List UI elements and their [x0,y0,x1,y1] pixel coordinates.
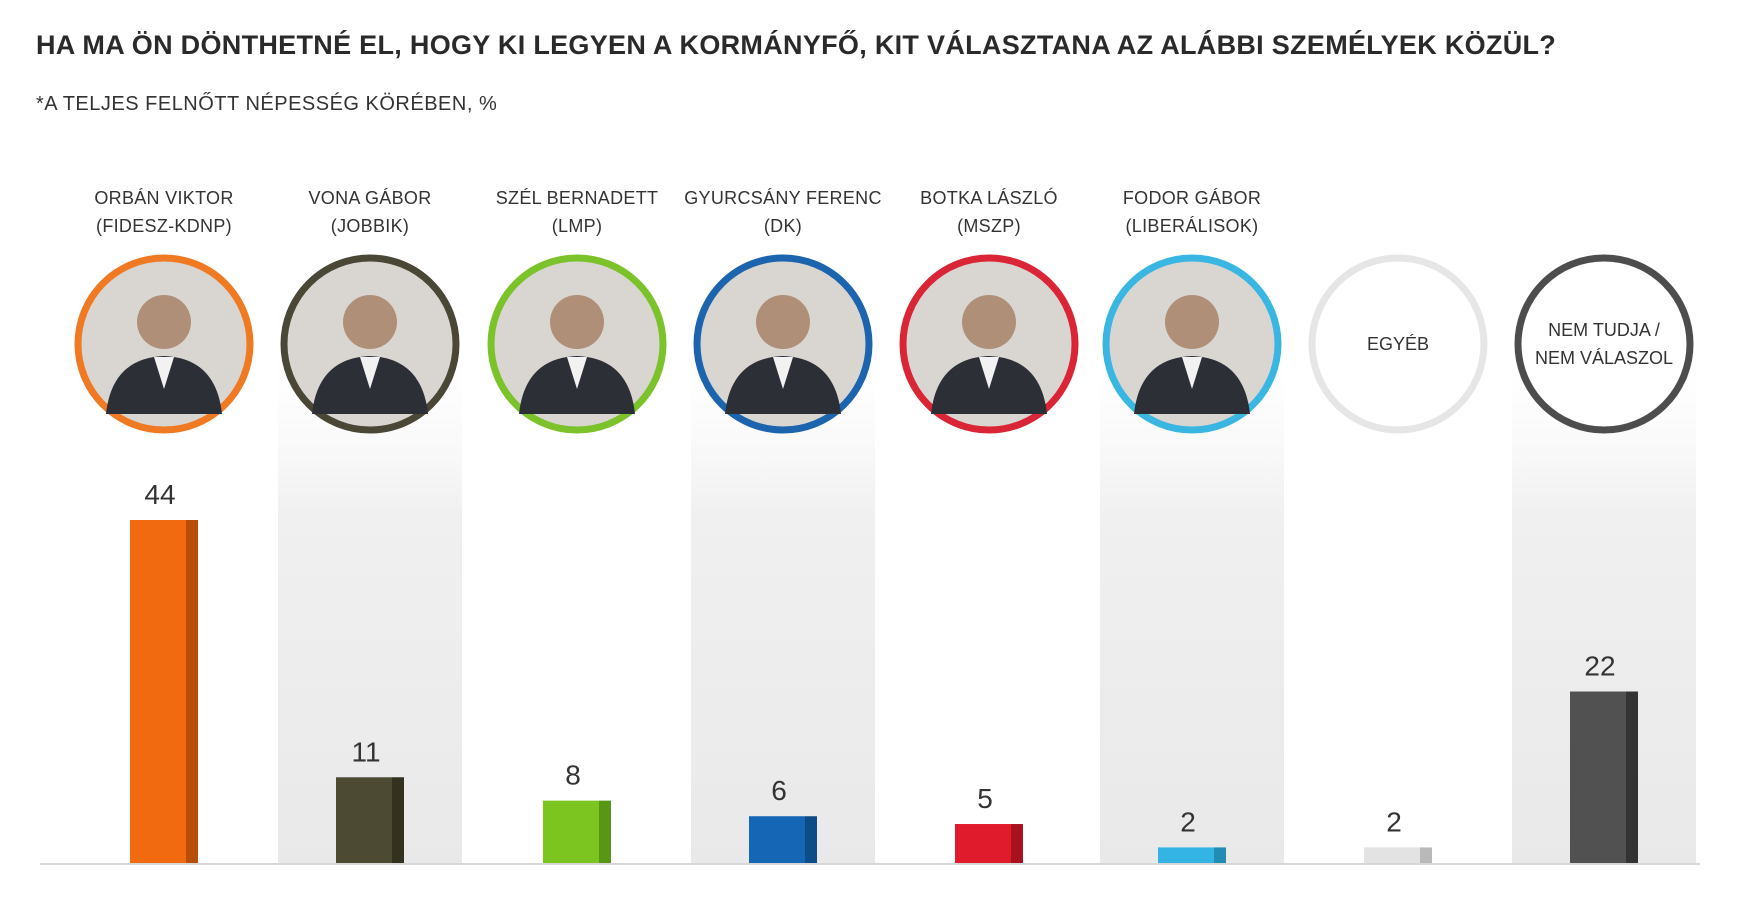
chart-title: HA MA ÖN DÖNTHETNÉ EL, HOGY KI LEGYEN A … [36,30,1557,60]
candidate-name: FODOR GÁBOR [1122,188,1262,208]
candidate-party: (LMP) [551,216,603,236]
bar [1158,847,1214,863]
candidate-name: ORBÁN VIKTOR [94,188,234,208]
candidate-label: GYURCSÁNY FERENC (DK) [673,184,893,240]
portrait-shirt [773,357,793,389]
candidate-party: (DK) [763,216,803,236]
candidate-portrait [74,254,254,434]
category-circle: EGYÉB [1308,254,1488,434]
value-label: 22 [1584,651,1615,682]
portrait-head [550,295,604,349]
candidate-name: SZÉL BERNADETT [495,188,659,208]
portrait-shirt [567,357,587,389]
candidate-label: FODOR GÁBOR (LIBERÁLISOK) [1082,184,1302,240]
portrait-head [962,295,1016,349]
candidate-portrait [280,254,460,434]
portrait-shirt [154,357,174,389]
bar-shade [1214,847,1226,863]
value-label: 44 [144,479,175,510]
bar [955,824,1011,863]
candidate-name: VONA GÁBOR [308,188,432,208]
candidate-portrait [899,254,1079,434]
portrait-ring [1514,254,1694,434]
portrait-head [756,295,810,349]
bar-shade [392,777,404,863]
candidate-label: ORBÁN VIKTOR (FIDESZ-KDNP) [54,184,274,240]
bar-shade [805,816,817,863]
circle-label: NEM TUDJA / [1548,320,1660,340]
candidate-portrait [1102,254,1282,434]
candidate-portrait [487,254,667,434]
portrait-head [1165,295,1219,349]
portrait-shirt [1182,357,1202,389]
value-label: 2 [1180,806,1196,837]
candidate-label: VONA GÁBOR (JOBBIK) [260,184,480,240]
candidate-party: (FIDESZ-KDNP) [96,216,232,236]
value-label: 8 [565,760,581,791]
value-label: 6 [771,775,787,806]
portrait-shirt [360,357,380,389]
circle-label: EGYÉB [1367,334,1429,354]
portrait-ring [1308,254,1488,434]
bar [336,777,392,863]
bar-shade [599,800,611,863]
chart-subtitle: *A TELJES FELNŐTT NÉPESSÉG KÖRÉBEN, % [36,93,498,115]
value-label: 11 [351,736,380,767]
bar-shade [1011,824,1023,863]
candidate-party: (MSZP) [957,216,1021,236]
candidate-portrait [693,254,873,434]
portrait-shirt [979,357,999,389]
bar-shade [1626,691,1638,863]
value-label: 5 [977,783,993,814]
candidate-label: BOTKA LÁSZLÓ (MSZP) [879,184,1099,240]
bar-shade [1420,847,1432,863]
bar [1570,691,1626,863]
bar [543,800,599,863]
candidate-label: SZÉL BERNADETT (LMP) [467,184,687,240]
candidate-party: (JOBBIK) [330,216,410,236]
bar [1364,847,1420,863]
value-label: 2 [1386,806,1402,837]
portrait-head [137,295,191,349]
bar-shade [186,520,198,863]
candidate-name: BOTKA LÁSZLÓ [920,188,1058,208]
candidate-party: (LIBERÁLISOK) [1125,216,1259,236]
circle-label: NEM VÁLASZOL [1535,348,1673,368]
candidate-name: GYURCSÁNY FERENC [684,188,882,208]
category-circle: NEM TUDJA / NEM VÁLASZOL [1514,254,1694,434]
portrait-head [343,295,397,349]
bar [130,520,186,863]
bar [749,816,805,863]
